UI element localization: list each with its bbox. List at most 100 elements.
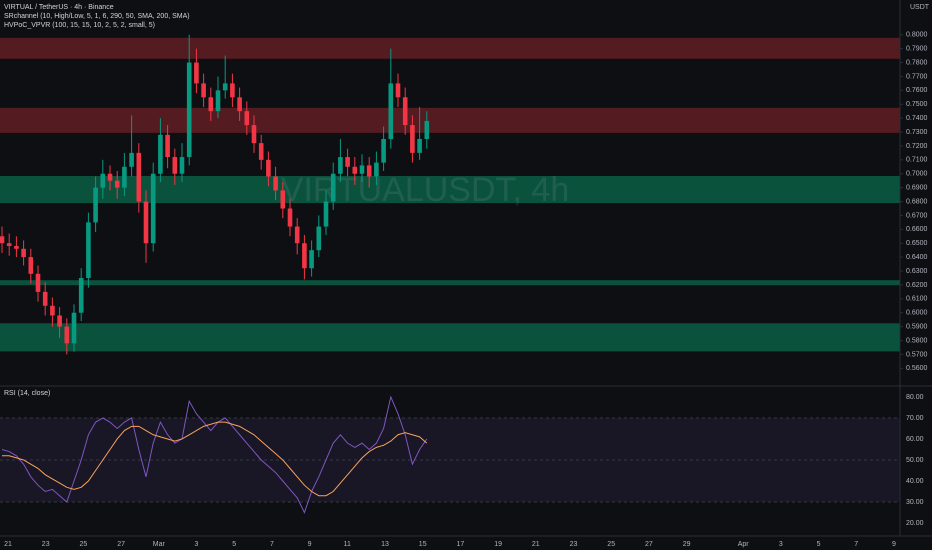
candle-body: [179, 157, 185, 174]
candle-body: [150, 173, 156, 244]
candle-body: [78, 277, 84, 313]
candle-body: [6, 243, 12, 247]
symbol-title[interactable]: VIRTUAL / TetherUS · 4h · Binance: [4, 4, 114, 11]
price-tick-label: 0.7100: [906, 157, 928, 164]
price-tick-label: 0.7000: [906, 171, 928, 178]
price-tick-label: 0.7900: [906, 45, 928, 52]
price-tick-label: 0.6100: [906, 296, 928, 303]
candle-body: [222, 83, 228, 91]
zone: [0, 323, 900, 352]
candle-body: [273, 176, 278, 191]
candle-body: [417, 138, 422, 153]
indicator-label[interactable]: HVPoC_VPVR (100, 15, 15, 10, 2, 5, 2, sm…: [4, 22, 155, 29]
candle-body: [266, 159, 271, 177]
price-tick-label: 0.7600: [906, 87, 928, 94]
candle-body: [359, 165, 365, 174]
candle-body: [50, 305, 55, 316]
time-tick-label: Apr: [738, 541, 750, 548]
candle-body: [114, 180, 120, 188]
candle-body: [287, 208, 293, 227]
candle-body: [316, 226, 322, 251]
zone: [0, 37, 900, 59]
candle-body: [122, 166, 127, 188]
price-tick-label: 0.5700: [906, 351, 928, 358]
candle-body: [194, 62, 199, 84]
candle-body: [35, 273, 41, 292]
price-tick-label: 0.7500: [906, 101, 928, 108]
candle-body: [366, 165, 372, 177]
price-tick-label: 0.7700: [906, 73, 928, 80]
rsi-tick-label: 50.00: [906, 457, 924, 464]
candle-body: [143, 201, 149, 244]
rsi-line: [1, 395, 428, 514]
candle-body: [186, 62, 192, 158]
time-tick-label: 21: [532, 541, 540, 548]
zone: [0, 175, 900, 204]
time-tick-label: Mar: [153, 541, 166, 548]
time-tick-label: 29: [683, 541, 691, 548]
rsi-tick-label: 60.00: [906, 436, 924, 443]
time-tick-label: 3: [195, 541, 199, 548]
time-tick-label: 23: [570, 541, 578, 548]
price-tick-label: 0.8000: [906, 32, 928, 39]
price-tick-label: 0.5600: [906, 365, 928, 372]
candle-body: [64, 326, 70, 344]
time-tick-label: 17: [457, 541, 465, 548]
price-tick-label: 0.6600: [906, 226, 928, 233]
candle-body: [402, 97, 408, 126]
price-tick-label: 0.6200: [906, 282, 928, 289]
candle-body: [244, 111, 250, 126]
price-tick-label: 0.6000: [906, 310, 928, 317]
time-tick-label: 11: [344, 541, 351, 548]
time-tick-label: 27: [117, 541, 125, 548]
candle-body: [93, 187, 98, 223]
time-tick-label: 5: [817, 541, 821, 548]
candle-body: [172, 157, 178, 174]
candle-body: [230, 83, 235, 98]
candle-body: [338, 157, 343, 174]
time-tick-label: 23: [42, 541, 50, 548]
time-tick-label: 3: [779, 541, 783, 548]
candle-body: [294, 226, 300, 244]
candle-body: [158, 134, 163, 174]
candle-body: [345, 157, 350, 167]
time-tick-label: 9: [892, 541, 896, 548]
marks: [0, 34, 430, 514]
candle-body: [410, 125, 415, 153]
zone: [0, 280, 900, 286]
rsi-tick-label: 20.00: [906, 520, 924, 527]
candle-body: [165, 134, 170, 158]
zone: [0, 107, 900, 133]
candle-body: [215, 90, 221, 112]
rsi-tick-label: 30.00: [906, 499, 924, 506]
candle-body: [201, 83, 206, 98]
candle-body: [237, 97, 242, 112]
price-tick-label: 0.6300: [906, 268, 928, 275]
currency-label[interactable]: USDT: [910, 4, 930, 11]
candle-body: [0, 236, 5, 244]
candle-body: [14, 246, 19, 249]
price-tick-label: 0.6500: [906, 240, 928, 247]
candle-body: [21, 248, 26, 258]
candle-body: [395, 83, 401, 98]
candle-body: [208, 97, 214, 112]
indicator-label[interactable]: SRchannel (10, High/Low, 5, 1, 6, 290, 5…: [4, 13, 190, 20]
candle-body: [107, 173, 113, 181]
price-tick-label: 0.5800: [906, 337, 928, 344]
rsi-title[interactable]: RSI (14, close): [4, 390, 50, 397]
candle-body: [374, 162, 379, 177]
rsi-ma-line: [2, 421, 428, 497]
candle-body: [71, 312, 77, 344]
time-tick-label: 15: [419, 541, 427, 548]
time-tick-label: 9: [308, 541, 312, 548]
price-tick-label: 0.7300: [906, 129, 928, 136]
candle-body: [381, 138, 386, 163]
candle-body: [129, 152, 134, 167]
rsi-tick-label: 80.00: [906, 394, 924, 401]
candle-body: [309, 250, 314, 269]
candle-body: [330, 173, 336, 202]
price-tick-label: 0.6800: [906, 198, 928, 205]
